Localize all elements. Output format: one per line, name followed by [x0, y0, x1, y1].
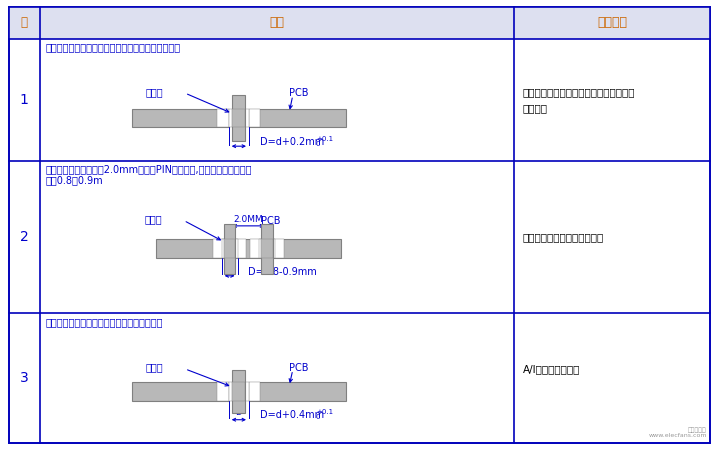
- Text: A/I自插机精度要求: A/I自插机精度要求: [523, 364, 580, 374]
- Text: +0.1: +0.1: [316, 410, 333, 415]
- Bar: [250, 240, 261, 258]
- Bar: [261, 223, 273, 273]
- Text: 针對引脚間距小於等於2.0mm的手插PIN、電容等,插引脚的通孔的規格
為：0.8～0.9m: 针對引脚間距小於等於2.0mm的手插PIN、電容等,插引脚的通孔的規格 為：0.…: [45, 164, 252, 186]
- Bar: [155, 240, 224, 258]
- Bar: [249, 382, 260, 400]
- Text: 1: 1: [19, 93, 29, 107]
- Text: 未做特别要求時，手插零件插引脚的通孔规格如下：: 未做特别要求時，手插零件插引脚的通孔规格如下：: [45, 42, 180, 52]
- Bar: [249, 109, 260, 127]
- Text: 2.0MM: 2.0MM: [234, 215, 263, 223]
- Text: d: d: [236, 401, 242, 410]
- Text: PCB: PCB: [289, 88, 308, 98]
- Text: PCB: PCB: [289, 362, 308, 373]
- Bar: [217, 109, 229, 127]
- Text: 孔径太小作業性不好，孔径太大焉点容易
產生锡洞: 孔径太小作業性不好，孔径太大焉点容易 產生锡洞: [523, 87, 635, 113]
- Bar: [249, 382, 346, 400]
- Bar: [229, 382, 249, 400]
- Text: 序: 序: [21, 16, 27, 29]
- Text: 经验累积: 经验累积: [597, 16, 627, 29]
- Bar: [235, 240, 246, 258]
- Text: +0.1: +0.1: [316, 136, 333, 142]
- Text: D: D: [236, 409, 242, 418]
- Text: www.elecfans.com: www.elecfans.com: [649, 433, 707, 438]
- Text: d: d: [236, 127, 242, 136]
- Text: 元件脚: 元件脚: [145, 362, 163, 373]
- Bar: [9, 7, 710, 39]
- Text: D: D: [226, 265, 233, 273]
- Text: 改善零件过波峰焊的短路不良: 改善零件过波峰焊的短路不良: [523, 232, 604, 242]
- Bar: [273, 240, 341, 258]
- Text: D=d+0.4mm: D=d+0.4mm: [260, 410, 324, 420]
- Text: D: D: [236, 135, 242, 144]
- Text: 未做特别要求時，自插元件的通孔规格如下：: 未做特别要求時，自插元件的通孔规格如下：: [45, 317, 162, 327]
- Bar: [273, 240, 283, 258]
- Bar: [232, 109, 245, 127]
- Bar: [232, 95, 245, 141]
- Text: 项目: 项目: [270, 16, 284, 29]
- Bar: [221, 240, 237, 258]
- Bar: [249, 109, 346, 127]
- Bar: [261, 240, 273, 258]
- Text: D=0.8-0.9mm: D=0.8-0.9mm: [248, 267, 317, 277]
- Bar: [232, 382, 245, 400]
- Bar: [224, 240, 235, 258]
- Bar: [224, 223, 235, 273]
- Bar: [229, 109, 249, 127]
- Bar: [132, 109, 229, 127]
- Text: 3: 3: [19, 371, 29, 385]
- Bar: [232, 370, 245, 413]
- Bar: [217, 382, 229, 400]
- Bar: [235, 240, 261, 258]
- Text: 电子发烧友: 电子发烧友: [688, 427, 707, 433]
- Bar: [213, 240, 224, 258]
- Text: D=d+0.2mm: D=d+0.2mm: [260, 137, 324, 147]
- Bar: [259, 240, 275, 258]
- Text: 0: 0: [316, 415, 320, 420]
- Bar: [132, 382, 229, 400]
- Text: PCB: PCB: [261, 216, 281, 227]
- Text: 元件脚: 元件脚: [145, 87, 163, 97]
- Text: 0: 0: [316, 141, 320, 147]
- Text: 2: 2: [19, 230, 29, 244]
- Text: 元件脚: 元件脚: [144, 214, 162, 224]
